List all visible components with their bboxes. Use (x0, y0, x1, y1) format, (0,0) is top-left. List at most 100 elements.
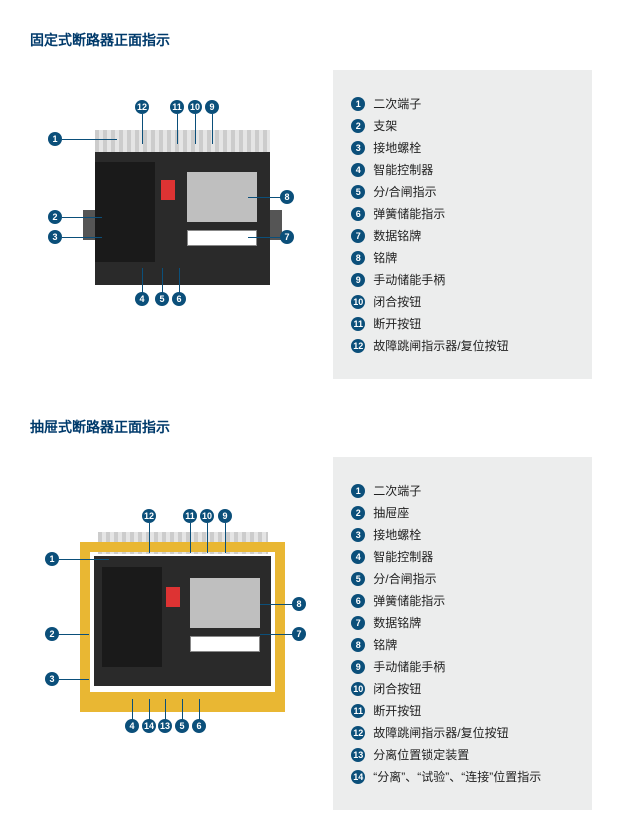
leader-line (199, 699, 200, 721)
legend-label: “分离”、“试验”、“连接”位置指示 (373, 768, 541, 785)
legend-label: 智能控制器 (373, 161, 433, 178)
callout-marker: 7 (280, 230, 294, 244)
page: 固定式断路器正面指示 123456789101112 1二次端子2支架3接地螺栓… (0, 0, 622, 830)
device-drawout (80, 532, 285, 712)
legend-item: 4智能控制器 (351, 548, 574, 565)
callout-marker: 1 (48, 132, 62, 146)
section1-row: 123456789101112 1二次端子2支架3接地螺栓4智能控制器5分/合闸… (0, 70, 622, 379)
legend-label: 分离位置锁定装置 (373, 746, 469, 763)
section2-title: 抽屉式断路器正面指示 (0, 417, 622, 457)
leader-line (207, 523, 208, 553)
leader-line (149, 523, 150, 553)
leader-line (182, 699, 183, 721)
legend-label: 铭牌 (373, 249, 397, 266)
callout-marker: 7 (292, 627, 306, 641)
section2-legend: 1二次端子2抽屉座3接地螺栓4智能控制器5分/合闸指示6弹簧储能指示7数据铭牌8… (333, 457, 592, 810)
legend-item: 1 二次端子 (351, 482, 574, 499)
callout-marker: 11 (183, 509, 197, 523)
section1-diagram: 123456789101112 (20, 70, 313, 360)
legend-number: 13 (351, 748, 365, 762)
callout-marker: 4 (125, 719, 139, 733)
callout-marker: 6 (172, 292, 186, 306)
legend-label: 弹簧储能指示 (373, 205, 445, 222)
legend-item: 8 铭牌 (351, 249, 574, 266)
device-fixed (95, 130, 270, 285)
legend-label: 数据铭牌 (373, 614, 421, 631)
legend-number: 2 (351, 119, 365, 133)
leader-line (179, 268, 180, 293)
leader-line (190, 523, 191, 553)
legend-label: 二次端子 (373, 482, 421, 499)
legend-item: 3接地螺栓 (351, 526, 574, 543)
legend-label: 二次端子 (373, 95, 421, 112)
legend-label: 手动储能手柄 (373, 658, 445, 675)
legend-number: 14 (351, 770, 365, 784)
callout-marker: 9 (218, 509, 232, 523)
legend-item: 7数据铭牌 (351, 614, 574, 631)
legend-item: 7数据铭牌 (351, 227, 574, 244)
leader-line (59, 634, 89, 635)
legend-number: 1 (351, 484, 365, 498)
legend-number: 11 (351, 317, 365, 331)
legend-label: 闭合按钮 (373, 293, 421, 310)
legend-item: 12故障跳闸指示器/复位按钮 (351, 724, 574, 741)
legend-number: 4 (351, 163, 365, 177)
section1-legend: 1二次端子2支架3接地螺栓4智能控制器5分/合闸指示6弹簧储能指示7数据铭牌8铭… (333, 70, 592, 379)
legend-number: 6 (351, 594, 365, 608)
legend-label: 断开按钮 (373, 702, 421, 719)
legend-item: 3接地螺栓 (351, 139, 574, 156)
legend-item: 11 断开按钮 (351, 702, 574, 719)
legend-number: 4 (351, 550, 365, 564)
leader-line (165, 699, 166, 721)
callout-marker: 13 (158, 719, 172, 733)
legend-item: 11 断开按钮 (351, 315, 574, 332)
legend-number: 8 (351, 251, 365, 265)
legend-label: 接地螺栓 (373, 139, 421, 156)
legend-number: 2 (351, 506, 365, 520)
leader-line (62, 217, 102, 218)
callout-marker: 14 (142, 719, 156, 733)
callout-marker: 3 (45, 672, 59, 686)
leader-line (62, 139, 117, 140)
leader-line (212, 114, 213, 144)
legend-label: 分/合闸指示 (373, 183, 436, 200)
leader-line (142, 114, 143, 144)
legend-number: 3 (351, 528, 365, 542)
leader-line (162, 268, 163, 293)
callout-marker: 12 (142, 509, 156, 523)
leader-line (260, 634, 293, 635)
callout-marker: 12 (135, 100, 149, 114)
callout-marker: 5 (155, 292, 169, 306)
legend-number: 10 (351, 682, 365, 696)
leader-line (248, 237, 281, 238)
legend-item: 8铭牌 (351, 636, 574, 653)
legend-number: 1 (351, 97, 365, 111)
legend-number: 9 (351, 273, 365, 287)
legend-label: 断开按钮 (373, 315, 421, 332)
legend-item: 10闭合按钮 (351, 680, 574, 697)
legend-number: 9 (351, 660, 365, 674)
legend-number: 12 (351, 726, 365, 740)
leader-line (59, 559, 109, 560)
callout-marker: 10 (188, 100, 202, 114)
legend-label: 分/合闸指示 (373, 570, 436, 587)
leader-line (59, 679, 89, 680)
legend-item: 5分/合闸指示 (351, 570, 574, 587)
legend-number: 5 (351, 185, 365, 199)
legend-number: 6 (351, 207, 365, 221)
legend-item: 6 弹簧储能指示 (351, 205, 574, 222)
leader-line (132, 699, 133, 721)
callout-marker: 4 (135, 292, 149, 306)
callout-marker: 8 (292, 597, 306, 611)
leader-line (225, 523, 226, 553)
legend-label: 弹簧储能指示 (373, 592, 445, 609)
legend-number: 10 (351, 295, 365, 309)
callout-marker: 11 (170, 100, 184, 114)
legend-item: 1 二次端子 (351, 95, 574, 112)
legend-number: 12 (351, 339, 365, 353)
legend-number: 11 (351, 704, 365, 718)
legend-item: 14 “分离”、“试验”、“连接”位置指示 (351, 768, 574, 785)
legend-item: 13 分离位置锁定装置 (351, 746, 574, 763)
leader-line (260, 604, 293, 605)
leader-line (195, 114, 196, 144)
